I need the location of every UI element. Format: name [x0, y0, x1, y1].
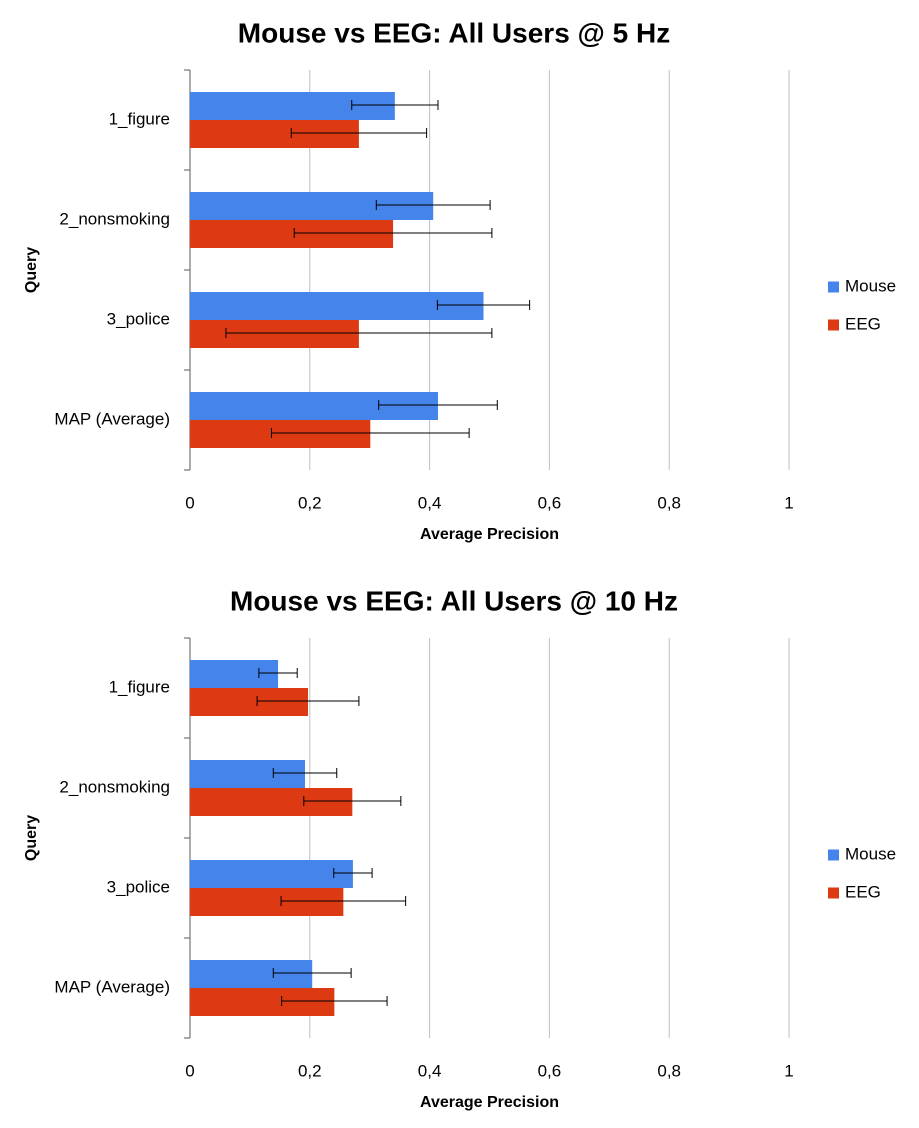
category-label: 2_nonsmoking [59, 209, 170, 228]
bar-eeg [190, 788, 353, 816]
category-label: 1_figure [109, 677, 170, 696]
bar-mouse [190, 860, 353, 888]
y-axis-label: Query [23, 247, 40, 293]
chart-10hz: Mouse vs EEG: All Users @ 10 Hz 1_figure 2… [0, 568, 919, 1128]
bar-mouse [190, 92, 395, 120]
legend-swatch-eeg [828, 887, 839, 899]
chart-title: Mouse vs EEG: All Users @ 10 Hz [230, 585, 678, 616]
legend-label-mouse: Mouse [845, 276, 896, 295]
bar-eeg [190, 120, 359, 148]
chart-10hz-svg: Mouse vs EEG: All Users @ 10 Hz 1_figure 2… [23, 585, 896, 1111]
category-label: 2_nonsmoking [59, 777, 170, 796]
y-axis-label: Query [23, 815, 40, 861]
legend-label-mouse: Mouse [845, 844, 896, 863]
bar-mouse [190, 960, 313, 988]
legend-label-eeg: EEG [845, 314, 881, 333]
x-tick-label: 0,8 [657, 1061, 681, 1080]
x-axis-label: Average Precision [420, 1094, 559, 1111]
bar-eeg [190, 320, 359, 348]
bar-mouse [190, 760, 306, 788]
legend-swatch-eeg [828, 319, 839, 331]
legend-label-eeg: EEG [845, 882, 881, 901]
chart-5hz-svg: Mouse vs EEG: All Users @ 5 Hz 1_figure 2_… [23, 17, 896, 543]
bar-eeg [190, 220, 394, 248]
x-tick-label: 1 [784, 493, 793, 512]
category-label: 3_police [107, 877, 170, 896]
x-tick-label: 0,2 [298, 493, 322, 512]
x-tick-label: 1 [784, 1061, 793, 1080]
category-label: MAP (Average) [54, 977, 170, 996]
legend-swatch-mouse [828, 281, 839, 293]
category-label: MAP (Average) [54, 409, 170, 428]
bar-eeg [190, 688, 309, 716]
x-axis-label: Average Precision [420, 526, 559, 543]
x-tick-label: 0,8 [657, 493, 681, 512]
x-tick-label: 0 [185, 1061, 194, 1080]
category-label: 1_figure [109, 109, 170, 128]
legend-swatch-mouse [828, 849, 839, 861]
bar-mouse [190, 660, 279, 688]
x-tick-label: 0 [185, 493, 194, 512]
x-tick-label: 0,2 [298, 1061, 322, 1080]
bar-mouse [190, 292, 484, 320]
chart-5hz: Mouse vs EEG: All Users @ 5 Hz 1_figure 2_… [0, 0, 919, 560]
x-tick-label: 0,4 [418, 1061, 442, 1080]
bar-mouse [190, 392, 438, 420]
bar-eeg [190, 988, 335, 1016]
chart-title: Mouse vs EEG: All Users @ 5 Hz [238, 17, 670, 48]
bar-eeg [190, 420, 371, 448]
x-tick-label: 0,6 [538, 1061, 562, 1080]
bar-eeg [190, 888, 344, 916]
x-tick-label: 0,4 [418, 493, 442, 512]
x-tick-label: 0,6 [538, 493, 562, 512]
category-label: 3_police [107, 309, 170, 328]
bar-mouse [190, 192, 434, 220]
